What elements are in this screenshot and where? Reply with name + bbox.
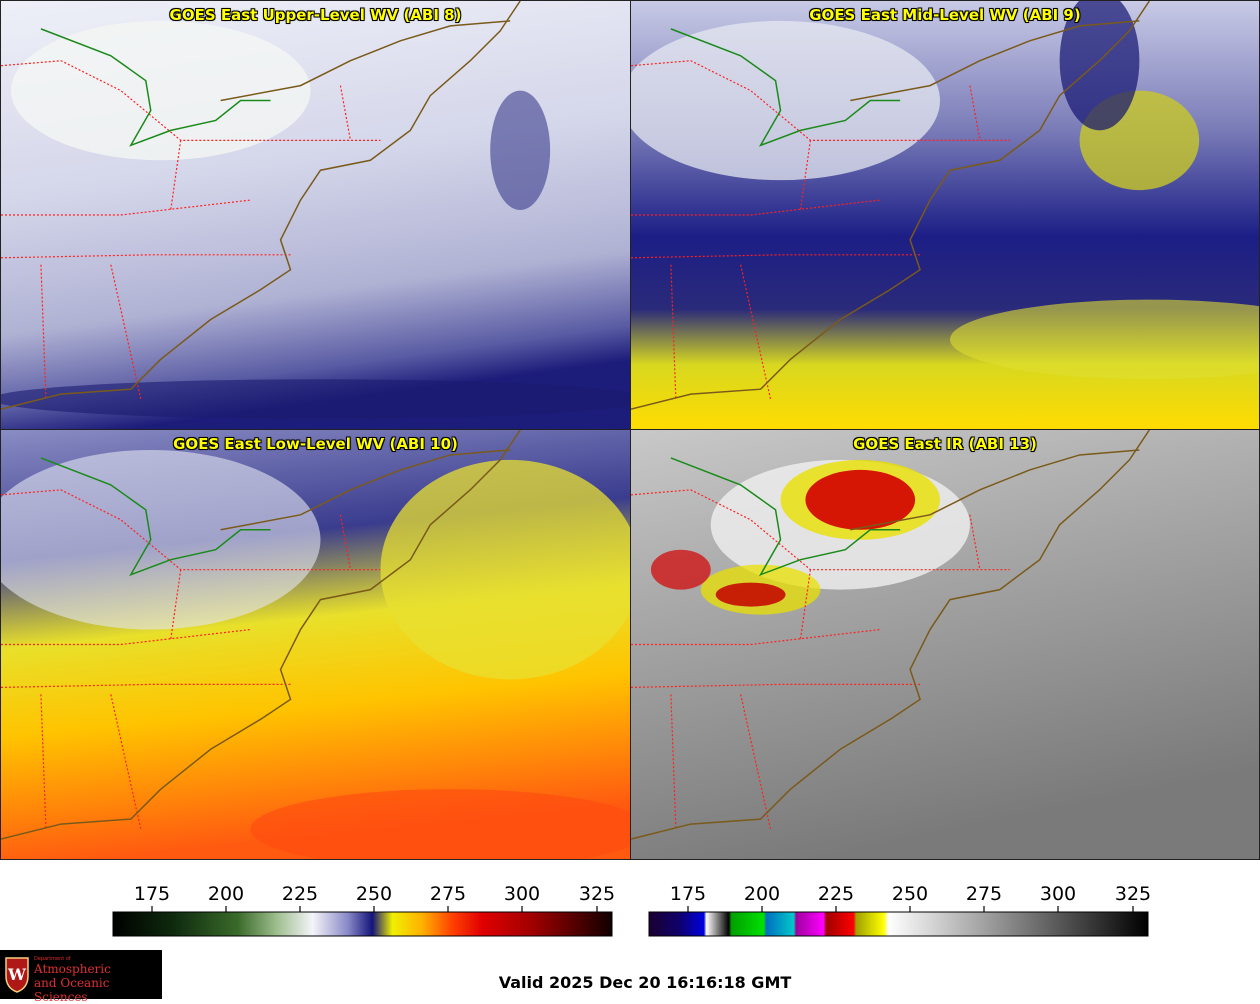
uw-crest-icon: W [5, 957, 29, 993]
colorbar-tick-label: 175 [134, 883, 170, 905]
panel-mid-level-wv: GOES East Mid-Level WV (ABI 9) [630, 0, 1260, 430]
logo-dept-label: Department of [34, 956, 71, 962]
panel-title: GOES East Upper-Level WV (ABI 8) [169, 6, 462, 24]
colorbar-water-vapor-strip [112, 911, 613, 937]
colorbar-infrared-graphic: 175 200 225 250 275 300 325 [648, 883, 1151, 937]
colorbar-tick-label: 225 [282, 883, 318, 905]
colorbar-water-vapor-graphic: 175 200 225 250 275 300 325 [112, 883, 615, 937]
panel-ir: GOES East IR (ABI 13) [630, 429, 1260, 860]
colorbar-tick-label: 225 [818, 883, 854, 905]
colorbar-tick-label: 250 [892, 883, 928, 905]
colorbar-tick-label: 300 [504, 883, 540, 905]
colorbar-tick-label: 175 [670, 883, 706, 905]
valid-time-label: Valid 2025 Dec 20 16:16:18 GMT [498, 973, 792, 992]
satellite-image-upper-wv [1, 1, 630, 429]
logo-name-line1: Atmospheric [34, 962, 111, 976]
panel-title: GOES East Mid-Level WV (ABI 9) [809, 6, 1081, 24]
panel-low-level-wv: GOES East Low-Level WV (ABI 10) [0, 429, 631, 860]
colorbar-tick-label: 300 [1040, 883, 1076, 905]
satellite-image-mid-wv [631, 1, 1259, 429]
satellite-image-low-wv [1, 430, 630, 859]
colorbar-tick-label: 275 [430, 883, 466, 905]
colorbar-infrared: 175 200 225 250 275 300 325 [648, 870, 1151, 940]
colorbar-water-vapor: 175 200 225 250 275 300 325 [112, 870, 615, 940]
satellite-image-ir [631, 430, 1259, 859]
svg-text:W: W [7, 965, 27, 984]
aos-logo[interactable]: W Department of Atmospheric and Oceanic … [0, 950, 162, 1004]
colorbar-infrared-strip [648, 911, 1149, 937]
panel-title: GOES East Low-Level WV (ABI 10) [173, 435, 458, 453]
colorbar-tick-label: 325 [579, 883, 615, 905]
panel-upper-level-wv: GOES East Upper-Level WV (ABI 8) [0, 0, 631, 430]
panel-title: GOES East IR (ABI 13) [853, 435, 1037, 453]
colorbar-tick-label: 275 [966, 883, 1002, 905]
colorbar-tick-label: 200 [208, 883, 244, 905]
colorbar-tick-label: 325 [1115, 883, 1151, 905]
colorbar-tick-label: 250 [356, 883, 392, 905]
colorbar-tick-label: 200 [744, 883, 780, 905]
